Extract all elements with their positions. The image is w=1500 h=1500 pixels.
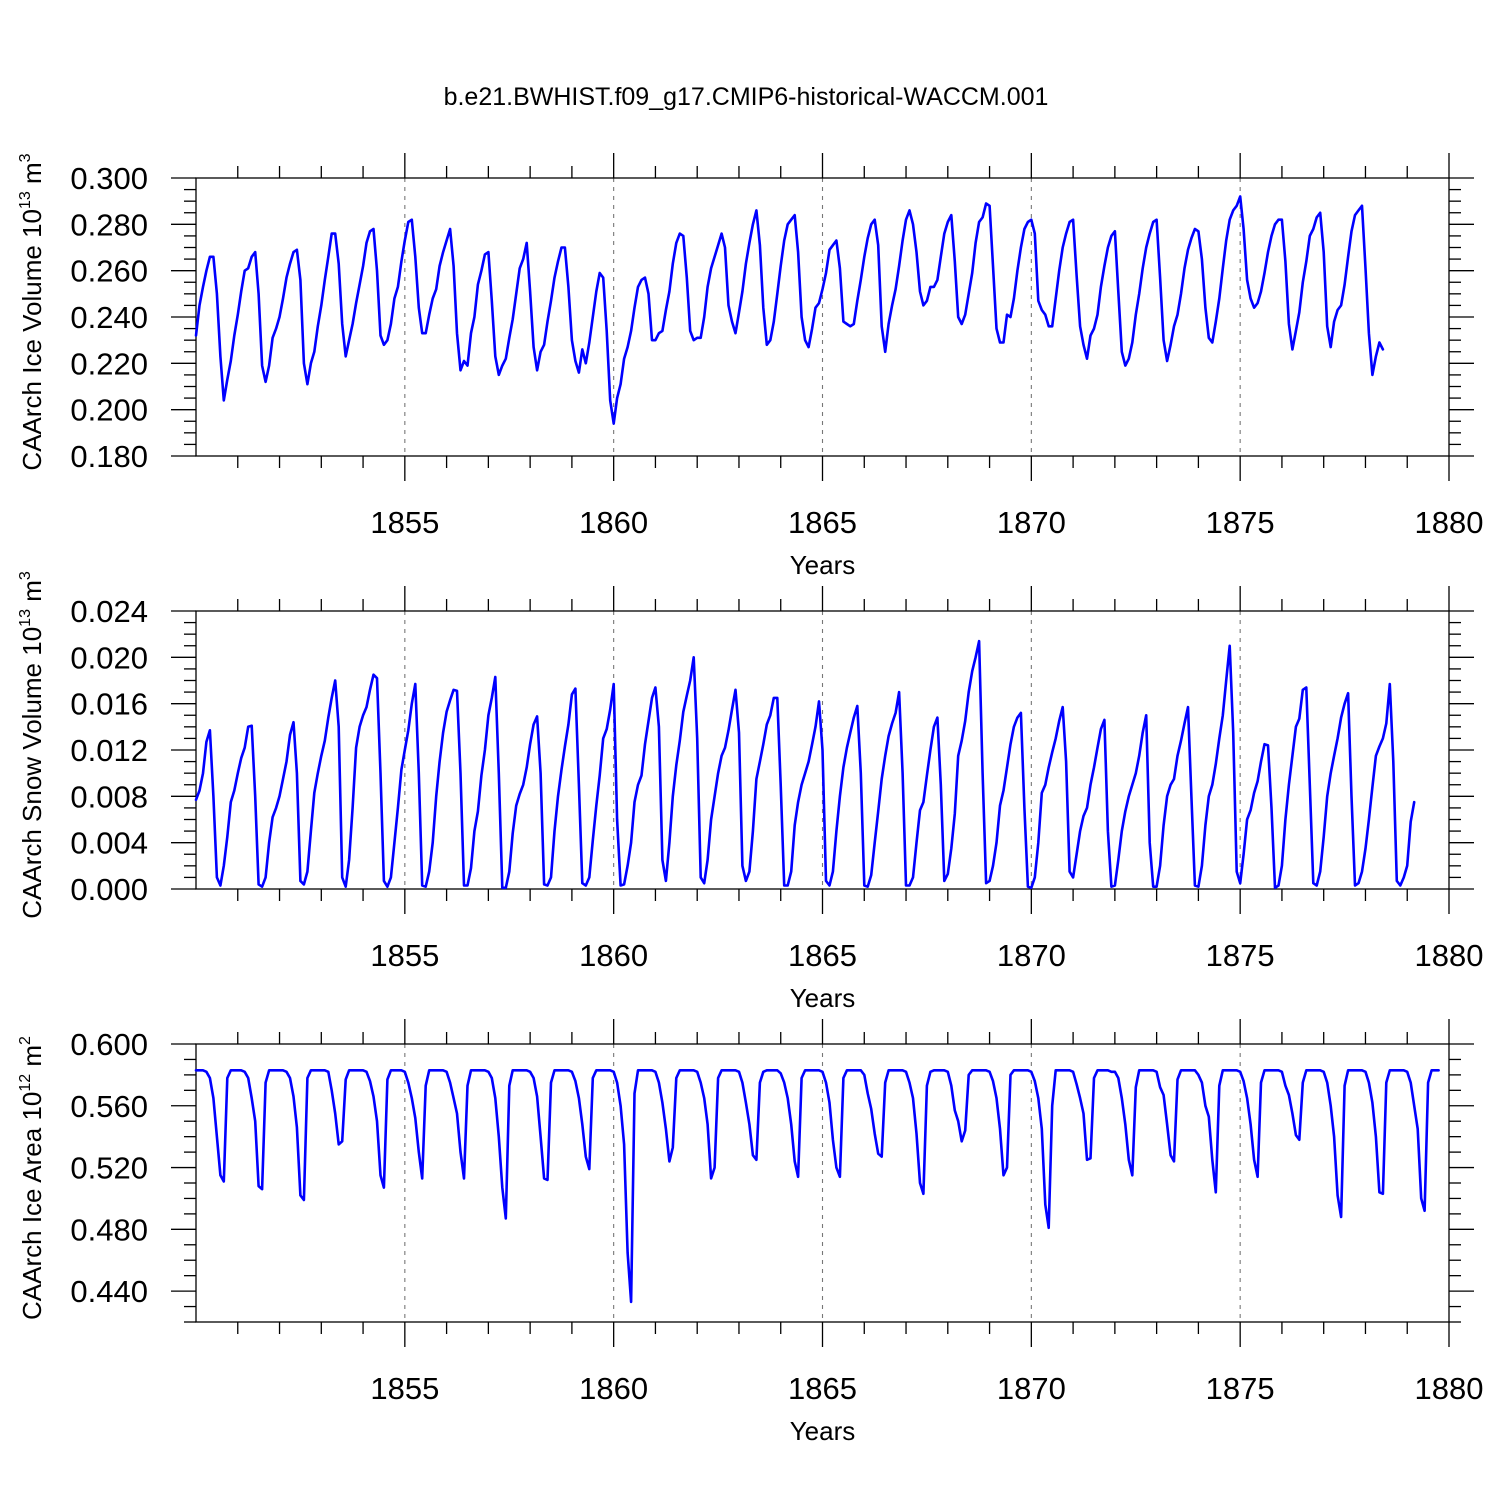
y-tick-label: 0.480 — [70, 1212, 148, 1247]
x-tick-label: 1870 — [997, 938, 1066, 973]
y-tick-label: 0.220 — [70, 346, 148, 381]
y-tick-label: 0.300 — [70, 161, 148, 196]
y-axis-label-text: m — [17, 162, 47, 191]
y-tick-label: 0.520 — [70, 1151, 148, 1186]
y-axis-label: CAArch Snow Volume 1013 m3 — [17, 571, 47, 919]
x-axis-label: Years — [790, 1416, 856, 1446]
y-axis-label-text: CAArch Snow Volume 10 — [17, 627, 47, 919]
panel-ice-volume: 1855 1860 1865 1870 1875 1880 0.180 0.200 0.220 0… — [17, 153, 1483, 580]
y-tick-label: 0.180 — [70, 439, 148, 474]
y-axis-label: CAArch Ice Volume 1013 m3 — [17, 153, 47, 470]
y-tick-label: 0.240 — [70, 300, 148, 335]
y-tick-label: 0.200 — [70, 393, 148, 428]
series-line-ice-volume — [194, 195, 1385, 425]
y-axis-label-text: CAArch Ice Area 10 — [17, 1092, 47, 1320]
y-tick-label: 0.012 — [70, 733, 148, 768]
x-tick-label: 1855 — [370, 505, 439, 540]
x-tick-label: 1880 — [1415, 1371, 1484, 1406]
plot-frame — [195, 610, 1450, 890]
x-tick-label: 1860 — [579, 505, 648, 540]
y-axis-label-exponent: 13 — [17, 609, 34, 627]
x-tick-label: 1855 — [370, 938, 439, 973]
panel-ice-area: 1855 1860 1865 1870 1875 1880 0.440 0.480 0.520 0… — [17, 1019, 1483, 1446]
series-line-ice-area — [194, 1069, 1440, 1304]
y-axis-label-text: m — [17, 580, 47, 609]
y-axis-label-exponent: 3 — [17, 571, 34, 580]
y-axis-label-text: m — [17, 1045, 47, 1074]
y-tick-label: 0.020 — [70, 640, 148, 675]
x-tick-label: 1875 — [1206, 505, 1275, 540]
x-tick-label: 1860 — [579, 938, 648, 973]
plot-frame — [195, 177, 1450, 457]
y-tick-label: 0.440 — [70, 1274, 148, 1309]
y-tick-label: 0.560 — [70, 1089, 148, 1124]
y-axis-label-exponent: 2 — [17, 1036, 34, 1045]
y-tick-label: 0.004 — [70, 826, 148, 861]
x-axis-label: Years — [790, 550, 856, 580]
y-tick-label: 0.000 — [70, 872, 148, 907]
x-tick-label: 1860 — [579, 1371, 648, 1406]
panel-snow-volume: 1855 1860 1865 1870 1875 1880 0.000 0.004 0.008 0… — [17, 571, 1483, 1013]
y-tick-label: 0.260 — [70, 254, 148, 289]
x-tick-label: 1865 — [788, 1371, 857, 1406]
x-tick-label: 1855 — [370, 1371, 439, 1406]
x-tick-label: 1880 — [1415, 505, 1484, 540]
x-tick-label: 1875 — [1206, 1371, 1275, 1406]
x-tick-label: 1870 — [997, 1371, 1066, 1406]
y-axis-label-exponent: 12 — [17, 1074, 34, 1092]
y-tick-label: 0.600 — [70, 1027, 148, 1062]
x-tick-label: 1875 — [1206, 938, 1275, 973]
y-axis-label-text: CAArch Ice Volume 10 — [17, 209, 47, 471]
plot-frame — [195, 1043, 1450, 1323]
x-tick-label: 1880 — [1415, 938, 1484, 973]
y-axis-label-exponent: 13 — [17, 191, 34, 209]
y-tick-label: 0.024 — [70, 594, 148, 629]
x-tick-label: 1865 — [788, 505, 857, 540]
y-axis-label-exponent: 3 — [17, 153, 34, 162]
y-tick-label: 0.280 — [70, 207, 148, 242]
series-line-snow-volume — [194, 639, 1416, 890]
y-tick-label: 0.016 — [70, 687, 148, 722]
x-axis-label: Years — [790, 983, 856, 1013]
y-tick-label: 0.008 — [70, 779, 148, 814]
x-tick-label: 1870 — [997, 505, 1066, 540]
x-tick-label: 1865 — [788, 938, 857, 973]
figure-title: b.e21.BWHIST.f09_g17.CMIP6-historical-WA… — [444, 83, 1049, 111]
y-axis-label: CAArch Ice Area 1012 m2 — [17, 1036, 47, 1320]
